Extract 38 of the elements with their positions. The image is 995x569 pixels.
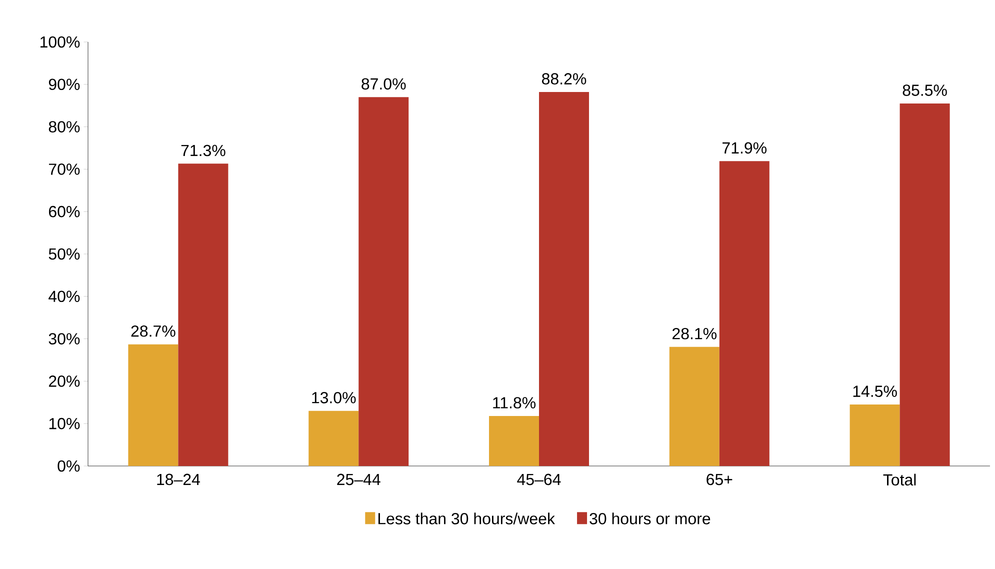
x-tick-label: 45–64 — [517, 474, 561, 486]
y-tick-label: 80% — [48, 121, 80, 132]
bar — [128, 344, 178, 466]
data-label: 14.5% — [853, 386, 897, 397]
data-label: 11.8% — [493, 397, 536, 408]
data-label: 85.5% — [902, 84, 947, 96]
bar — [178, 164, 228, 466]
y-tick-label: 30% — [48, 333, 80, 344]
bar — [308, 410, 359, 466]
x-tick-label: 18–24 — [157, 474, 200, 486]
bar — [358, 97, 409, 466]
y-tick-label: 0% — [58, 460, 80, 472]
data-label: 71.9% — [722, 142, 767, 154]
bar — [539, 92, 590, 466]
bar — [489, 416, 539, 466]
bar — [850, 404, 900, 466]
y-tick-label: 10% — [49, 418, 80, 430]
data-label: 88.2% — [542, 73, 586, 84]
y-tick-label: 100% — [40, 36, 80, 48]
bar — [900, 103, 950, 466]
y-tick-label: 70% — [49, 164, 80, 175]
data-label: 28.1% — [672, 328, 717, 340]
data-label: 13.0% — [312, 392, 356, 404]
y-tick-label: 60% — [49, 206, 80, 218]
legend-label: 30 hours or more — [590, 512, 710, 524]
data-label: 87.0% — [362, 78, 406, 90]
y-tick-label: 20% — [48, 376, 80, 387]
data-label: 71.3% — [181, 144, 226, 156]
y-tick-label: 50% — [48, 248, 80, 260]
x-tick-label: 65+ — [706, 474, 732, 486]
x-tick-label: 25–44 — [337, 474, 380, 486]
legend-label: Less than 30 hours/week — [378, 512, 556, 524]
bar — [719, 161, 770, 466]
x-tick-label: Total — [883, 474, 916, 486]
y-tick-label: 40% — [48, 290, 80, 302]
bar — [669, 346, 720, 466]
data-label: 28.7% — [131, 325, 176, 337]
y-tick-label: 90% — [48, 78, 80, 90]
